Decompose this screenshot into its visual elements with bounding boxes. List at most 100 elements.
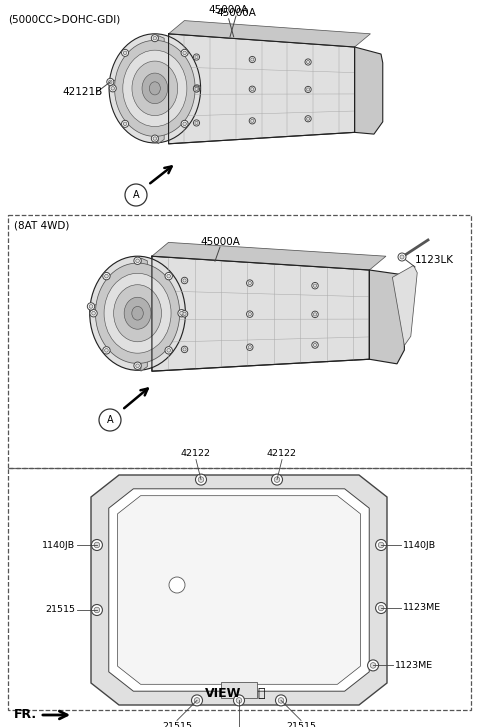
Circle shape: [313, 284, 317, 287]
Ellipse shape: [109, 33, 201, 143]
Circle shape: [122, 121, 128, 127]
Circle shape: [198, 477, 204, 483]
Circle shape: [248, 313, 251, 316]
Circle shape: [305, 116, 311, 122]
Circle shape: [376, 539, 387, 550]
Ellipse shape: [95, 263, 180, 364]
Polygon shape: [369, 270, 404, 364]
Circle shape: [165, 347, 172, 354]
Polygon shape: [152, 256, 369, 371]
Circle shape: [183, 51, 186, 55]
Circle shape: [312, 342, 318, 348]
Circle shape: [109, 80, 112, 84]
Circle shape: [181, 121, 188, 127]
Circle shape: [378, 542, 384, 548]
Text: 42122: 42122: [267, 449, 297, 457]
Circle shape: [181, 49, 188, 57]
Circle shape: [195, 121, 198, 124]
Circle shape: [136, 259, 139, 262]
Circle shape: [104, 274, 108, 278]
Circle shape: [153, 137, 157, 140]
Circle shape: [91, 604, 103, 616]
Circle shape: [167, 348, 171, 352]
Circle shape: [313, 313, 317, 316]
Text: A: A: [133, 190, 139, 200]
Circle shape: [183, 348, 186, 351]
Circle shape: [90, 310, 97, 317]
Circle shape: [165, 273, 172, 280]
Circle shape: [180, 311, 183, 315]
Text: 45000A: 45000A: [216, 8, 256, 18]
Circle shape: [194, 85, 200, 92]
Text: Ⓐ: Ⓐ: [257, 687, 265, 700]
Polygon shape: [141, 258, 148, 371]
Circle shape: [195, 55, 198, 59]
Bar: [8, 468, 471, 710]
Circle shape: [194, 698, 200, 703]
Circle shape: [178, 310, 185, 317]
Circle shape: [247, 311, 253, 317]
Circle shape: [134, 362, 141, 369]
Circle shape: [376, 603, 387, 614]
Ellipse shape: [149, 82, 160, 95]
Circle shape: [183, 122, 186, 126]
Ellipse shape: [142, 73, 168, 104]
Polygon shape: [392, 265, 417, 345]
Circle shape: [247, 344, 253, 350]
Circle shape: [182, 310, 188, 317]
Circle shape: [249, 57, 255, 63]
Circle shape: [153, 36, 157, 40]
Circle shape: [195, 87, 199, 90]
Text: 21515: 21515: [162, 723, 192, 727]
Polygon shape: [354, 47, 383, 134]
Text: 1140JB: 1140JB: [42, 540, 75, 550]
Text: 21515: 21515: [286, 723, 316, 727]
Circle shape: [111, 87, 114, 90]
Circle shape: [236, 698, 242, 703]
Circle shape: [307, 88, 310, 91]
Circle shape: [99, 409, 121, 431]
Text: (8AT 4WD): (8AT 4WD): [14, 221, 69, 231]
Circle shape: [195, 87, 198, 91]
Circle shape: [107, 79, 114, 85]
Text: 1123ME: 1123ME: [403, 603, 441, 613]
Ellipse shape: [132, 306, 143, 320]
Circle shape: [194, 86, 200, 92]
Text: 45000A: 45000A: [200, 237, 240, 247]
Text: 45000A: 45000A: [209, 5, 249, 15]
Circle shape: [400, 255, 404, 259]
Circle shape: [125, 184, 147, 206]
Circle shape: [248, 345, 251, 349]
Circle shape: [91, 539, 103, 550]
Circle shape: [305, 59, 311, 65]
Ellipse shape: [132, 61, 178, 116]
Text: 1123LK: 1123LK: [415, 255, 454, 265]
Circle shape: [94, 607, 100, 613]
Polygon shape: [169, 33, 354, 144]
Circle shape: [312, 283, 318, 289]
Circle shape: [182, 277, 188, 284]
Circle shape: [104, 348, 108, 352]
Circle shape: [192, 695, 203, 706]
Circle shape: [89, 305, 93, 308]
Circle shape: [103, 273, 110, 280]
Text: 42121B: 42121B: [62, 87, 102, 97]
Circle shape: [247, 280, 253, 286]
Circle shape: [122, 49, 128, 57]
Circle shape: [272, 474, 283, 485]
Polygon shape: [158, 36, 164, 144]
Polygon shape: [109, 489, 369, 691]
Ellipse shape: [104, 273, 171, 353]
Circle shape: [248, 281, 251, 285]
Circle shape: [151, 135, 159, 142]
Circle shape: [194, 120, 200, 126]
Circle shape: [91, 311, 95, 315]
Circle shape: [182, 346, 188, 353]
Polygon shape: [152, 242, 386, 270]
Text: FR.: FR.: [14, 709, 37, 721]
Circle shape: [169, 577, 185, 593]
Circle shape: [367, 660, 378, 671]
Circle shape: [195, 474, 206, 485]
Polygon shape: [91, 475, 387, 705]
Circle shape: [249, 118, 255, 124]
